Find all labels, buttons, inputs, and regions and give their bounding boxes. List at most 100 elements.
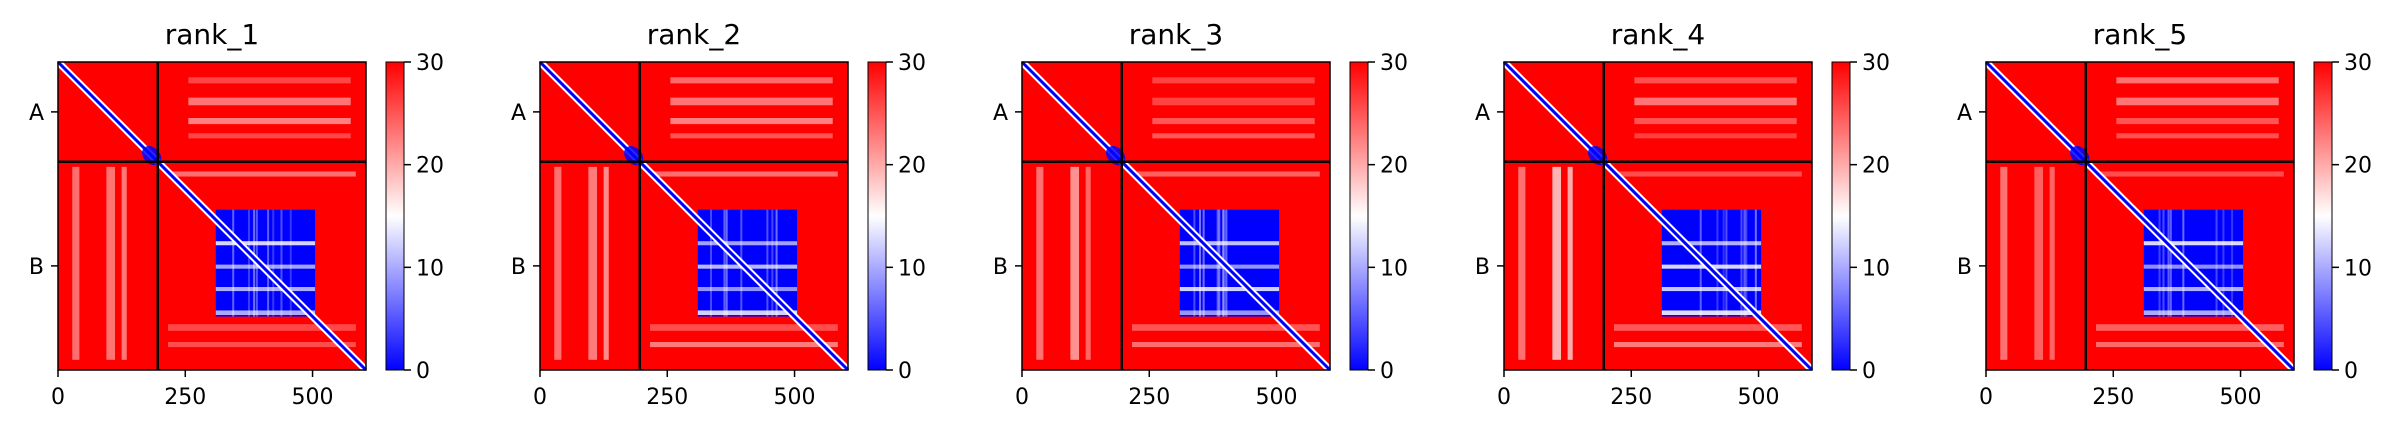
pae-stripe-vertical — [2000, 166, 2008, 360]
x-tick-label: 0 — [51, 385, 65, 410]
pae-band-horizontal — [2116, 77, 2279, 84]
chain-label: B — [993, 255, 1008, 280]
pae-band-horizontal — [1131, 324, 1320, 331]
chain-label: A — [29, 101, 44, 126]
colorbar — [1349, 61, 1369, 371]
colorbar-tick-label: 30 — [2344, 51, 2372, 76]
pae-stripe-vertical — [121, 166, 127, 360]
pae-streak — [1722, 209, 1725, 317]
pae-band-horizontal — [167, 171, 356, 177]
pae-stripe-vertical — [554, 166, 562, 360]
pae-band-horizontal — [1152, 97, 1315, 106]
x-tick-label: 0 — [1015, 385, 1029, 410]
colorbar-tick-label: 10 — [416, 256, 444, 281]
pae-stripe-vertical — [1518, 166, 1526, 360]
colorbar-tick-label: 20 — [1380, 154, 1408, 179]
pae-streak — [697, 287, 798, 292]
x-tick-label: 250 — [164, 385, 206, 410]
panel-title: rank_1 — [165, 18, 259, 51]
pae-band-horizontal — [1634, 77, 1797, 84]
x-tick-label: 0 — [1497, 385, 1511, 410]
pae-streak — [280, 209, 283, 317]
colorbar-tick-label: 20 — [1862, 154, 1890, 179]
panel-title: rank_3 — [1129, 18, 1223, 51]
pae-diagonal-blob — [1106, 146, 1126, 166]
x-tick-label: 500 — [1256, 385, 1298, 410]
x-tick-label: 250 — [1610, 385, 1652, 410]
panel-title: rank_4 — [1611, 18, 1705, 51]
pae-streak — [215, 241, 316, 246]
pae-streak — [253, 209, 256, 317]
x-tick-label: 500 — [292, 385, 334, 410]
pae-band-horizontal — [2095, 342, 2284, 348]
pae-band-horizontal — [1613, 171, 1802, 177]
x-tick-label: 250 — [646, 385, 688, 410]
pae-band-horizontal — [2116, 133, 2279, 139]
pae-diagonal-blob — [624, 146, 644, 166]
pae-band-horizontal — [649, 324, 838, 331]
pae-stripe-vertical — [2049, 166, 2055, 360]
pae-streak — [2167, 209, 2170, 317]
pae-streak — [215, 310, 316, 316]
pae-streak — [1661, 241, 1762, 246]
pae-streak — [2231, 209, 2234, 317]
pae-streak — [775, 209, 778, 317]
pae-streak — [1661, 310, 1762, 316]
heatmap-frame — [539, 61, 849, 371]
pae-streak — [2169, 209, 2172, 317]
pae-band-horizontal — [1634, 133, 1797, 139]
pae-band-horizontal — [2116, 118, 2279, 125]
pae-stripe-vertical — [1567, 166, 1573, 360]
panel-rank_4: rank_4 0 250 500 A B 0 10 20 30 — [1475, 18, 1890, 410]
chain-label: B — [29, 255, 44, 280]
chain-label: A — [1475, 101, 1490, 126]
heatmap-frame — [1021, 61, 1331, 371]
pae-streak — [766, 209, 769, 317]
heatmap-frame — [57, 61, 367, 371]
pae-streak — [1661, 287, 1762, 292]
pae-streak — [697, 241, 798, 246]
pae-streak — [2143, 241, 2244, 246]
pae-streak — [1199, 209, 1202, 317]
colorbar-tick-label: 0 — [416, 359, 430, 384]
pae-streak — [2215, 209, 2218, 317]
pae-stripe-vertical — [1036, 166, 1044, 360]
heatmap-frame — [1503, 61, 1813, 371]
pae-streak — [771, 209, 774, 317]
pae-streak — [289, 209, 292, 317]
x-tick-label: 500 — [2220, 385, 2262, 410]
pae-streak — [1202, 209, 1205, 317]
colorbar-tick-label: 20 — [416, 154, 444, 179]
pae-band-horizontal — [1152, 77, 1315, 84]
pae-streak — [272, 209, 275, 317]
pae-band-horizontal — [1131, 171, 1320, 177]
pae-streak — [725, 209, 728, 317]
pae-diagonal-blob — [1588, 146, 1608, 166]
pae-streak — [725, 209, 728, 317]
x-tick-label: 0 — [1979, 385, 1993, 410]
pae-band-horizontal — [2095, 324, 2284, 331]
pae-band-horizontal — [1152, 118, 1315, 125]
colorbar-tick-label: 0 — [1862, 359, 1876, 384]
pae-band-horizontal — [1152, 133, 1315, 139]
x-tick-label: 250 — [2092, 385, 2134, 410]
colorbar-tick-label: 30 — [1862, 51, 1890, 76]
colorbar — [1831, 61, 1851, 371]
pae-streak — [2222, 209, 2225, 317]
panel-title: rank_2 — [647, 18, 741, 51]
pae-stripe-vertical — [106, 166, 116, 360]
pae-streak — [1179, 310, 1280, 316]
pae-streak — [1179, 241, 1280, 246]
pae-band-horizontal — [167, 324, 356, 331]
colorbar-tick-label: 10 — [1380, 256, 1408, 281]
pae-diagonal-blob — [2070, 146, 2090, 166]
panel-title: rank_5 — [2093, 18, 2187, 51]
pae-stripe-vertical — [1552, 166, 1562, 360]
chain-label: B — [1475, 255, 1490, 280]
colorbar — [385, 61, 405, 371]
colorbar-tick-label: 0 — [898, 359, 912, 384]
colorbar-tick-label: 30 — [1380, 51, 1408, 76]
pae-streak — [1745, 209, 1748, 317]
pae-diagonal — [1984, 60, 2296, 372]
